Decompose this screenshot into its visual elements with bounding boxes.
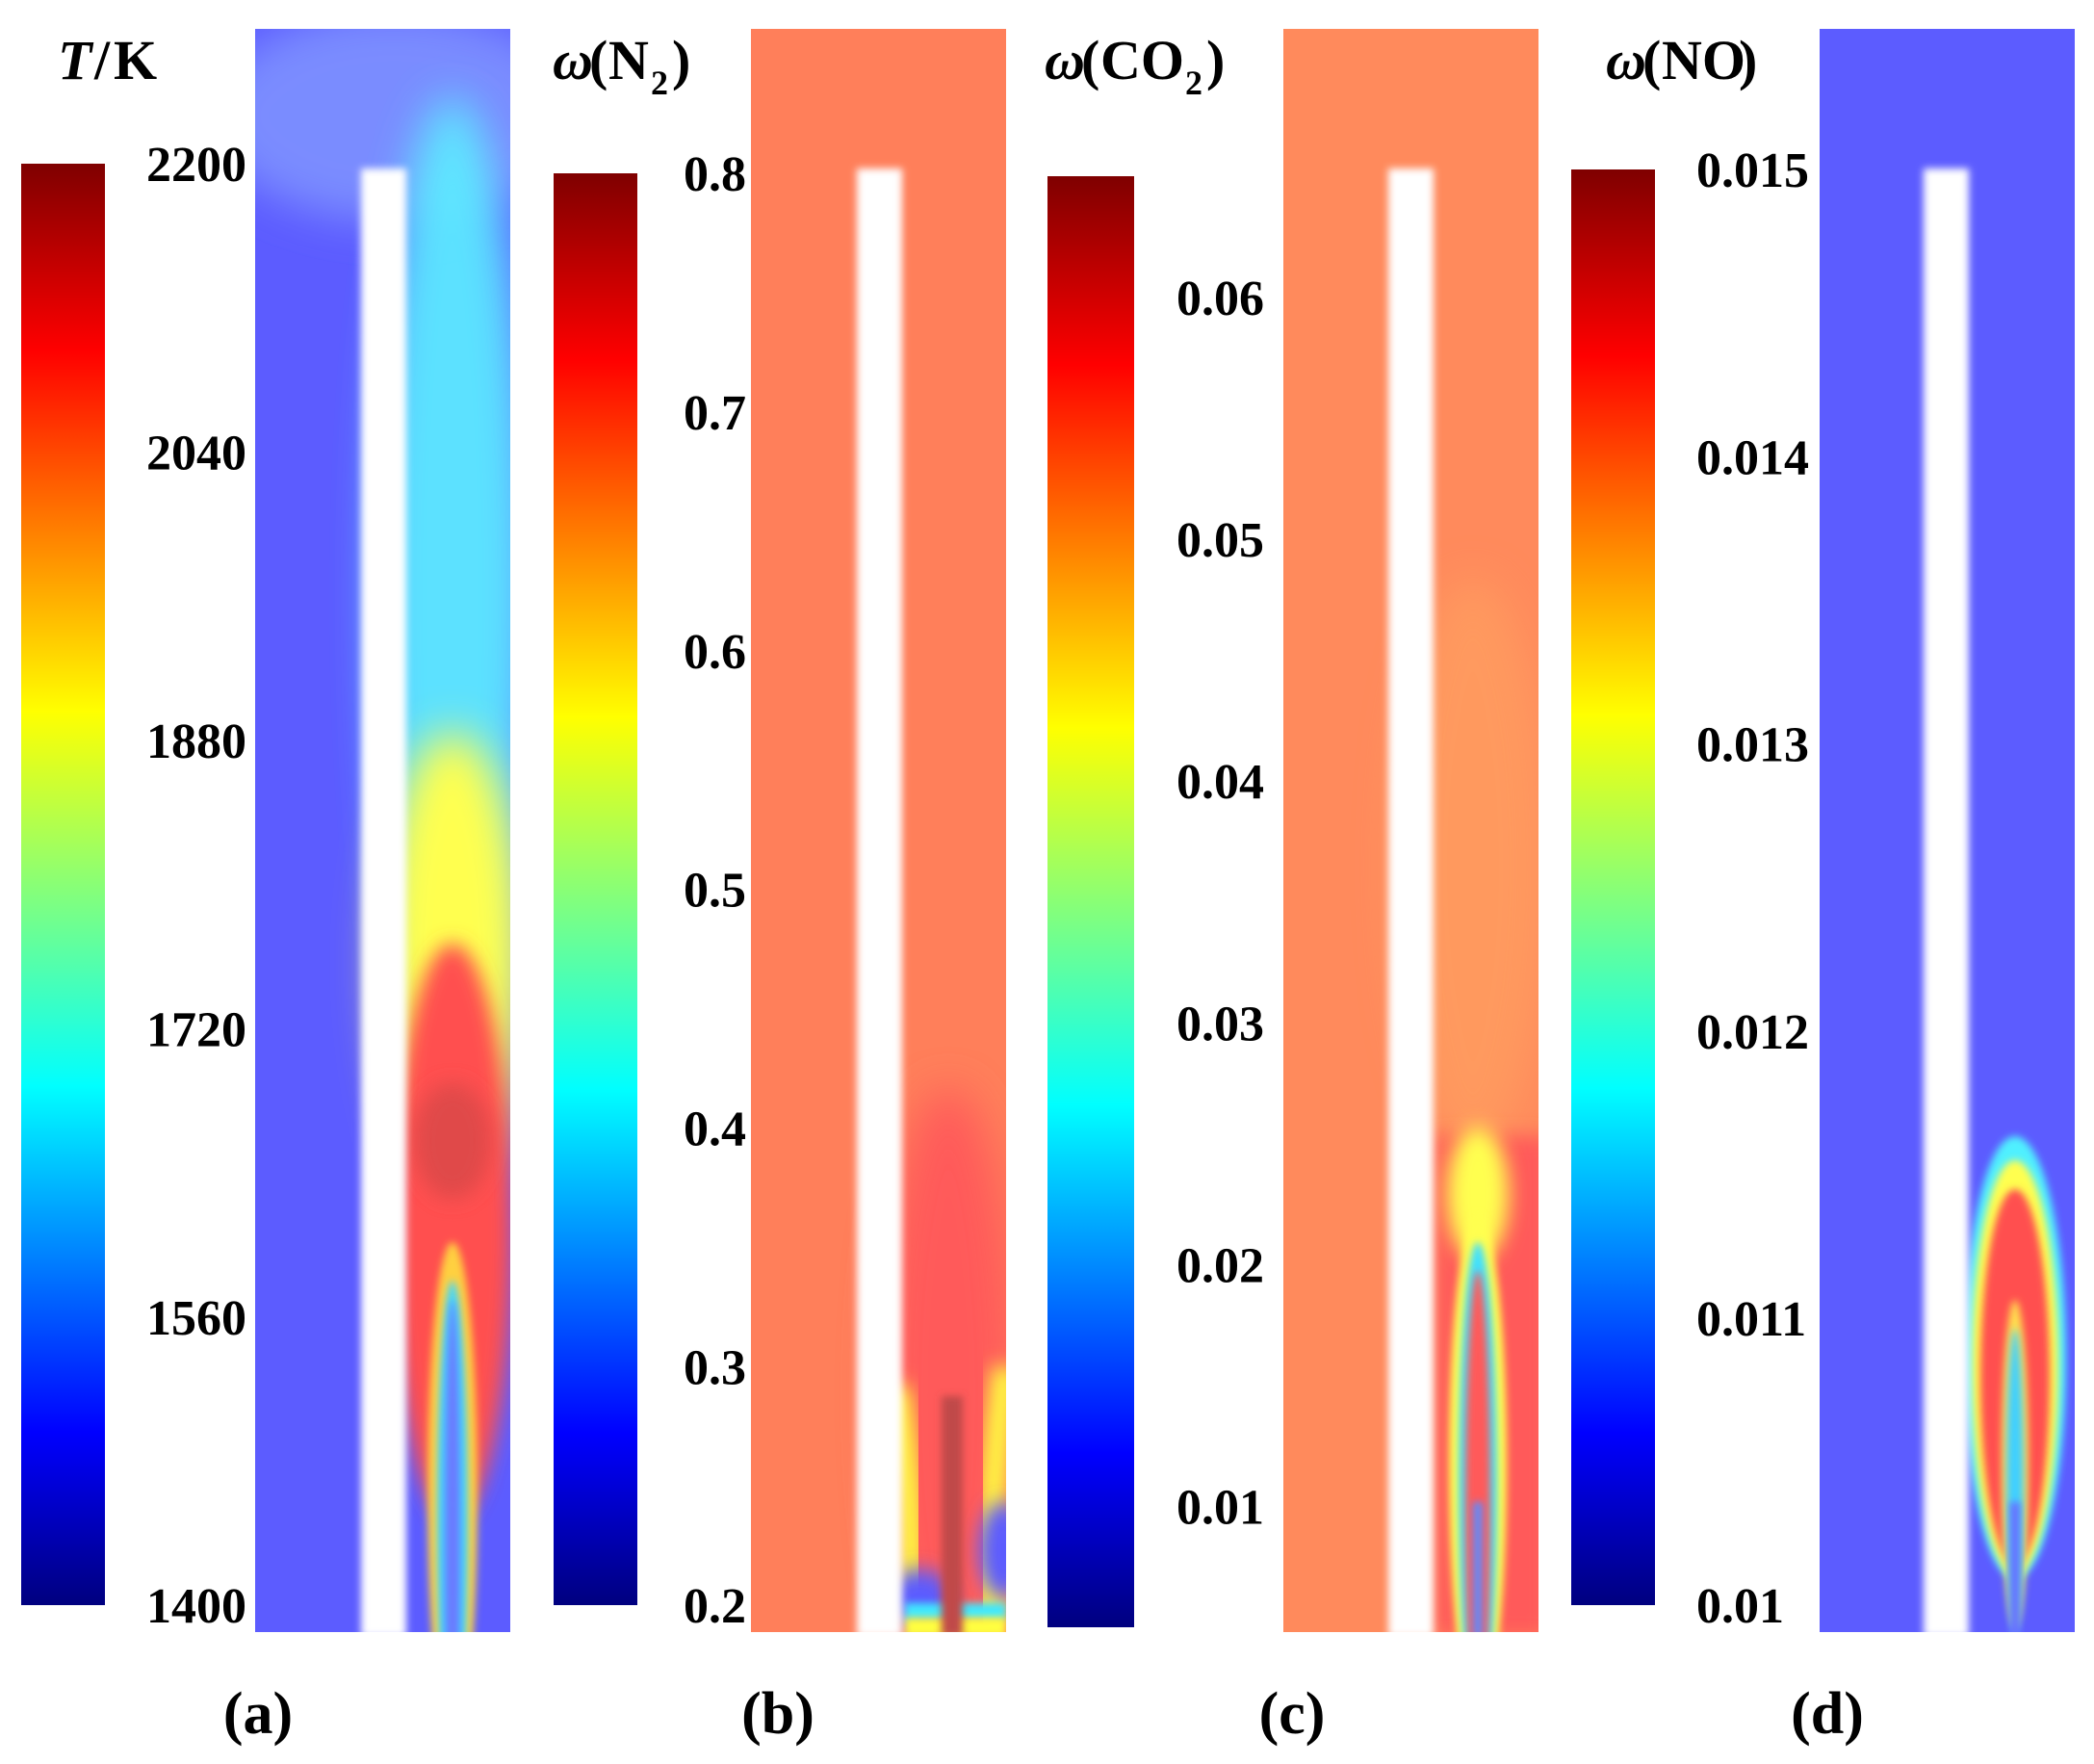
colorbar-d-ticks: 0.015 0.014 0.013 0.012 0.011 0.01 xyxy=(1696,143,1809,1634)
colorbar-tick-label: 1400 xyxy=(146,1579,246,1634)
title-b-paren-open: ( xyxy=(589,29,608,91)
colorbar-c xyxy=(1047,176,1134,1627)
colorbar-tick-label: 0.7 xyxy=(684,386,746,441)
title-c-paren-close: ) xyxy=(1206,29,1225,91)
contour-plot-d xyxy=(1820,29,2075,1632)
title-d-paren-close: ) xyxy=(1739,29,1757,91)
plot-c-red-inner xyxy=(1465,1271,1490,1632)
title-d-paren-open: ( xyxy=(1642,29,1661,91)
panel-c: ω ( CO 2 ) 0.06 0.05 0.04 0.03 0.02 0.01 (c) xyxy=(1045,29,1538,1747)
colorbar-tick-label: 1560 xyxy=(146,1291,246,1346)
colorbar-tick-label: 0.05 xyxy=(1176,513,1264,568)
colorbar-tick-label: 0.014 xyxy=(1696,430,1809,485)
plot-c-white-divider xyxy=(1388,169,1434,1632)
colorbar-d xyxy=(1571,169,1655,1605)
title-c-paren-open: ( xyxy=(1081,29,1099,91)
plot-a-hot-spot xyxy=(414,1083,491,1199)
colorbar-tick-label: 0.8 xyxy=(684,147,746,202)
colorbar-tick-label: 0.015 xyxy=(1696,143,1809,198)
panel-label-c: (c) xyxy=(1259,1681,1326,1747)
panel-a: T / K 2200 2040 1880 1720 1560 1400 (a) xyxy=(21,29,510,1747)
contour-plot-a xyxy=(255,29,510,1632)
plot-a-red-core xyxy=(393,944,510,1521)
plot-d-inner-jet xyxy=(2010,1502,2020,1632)
title-d-species: NO xyxy=(1662,29,1745,91)
colorbar-a xyxy=(21,164,105,1605)
title-a-slash: / xyxy=(93,29,111,91)
colorbar-tick-label: 1720 xyxy=(146,1002,246,1057)
title-c-species: CO xyxy=(1100,29,1184,91)
title-a-unit: K xyxy=(114,29,157,91)
panel-label-b: (b) xyxy=(741,1681,814,1747)
colorbar-tick-label: 0.06 xyxy=(1176,272,1264,326)
title-b-species: N xyxy=(608,29,649,91)
colorbar-b xyxy=(554,173,637,1605)
colorbar-tick-label: 0.2 xyxy=(684,1579,746,1634)
colorbar-tick-label: 0.01 xyxy=(1176,1481,1264,1536)
colorbar-tick-label: 0.02 xyxy=(1176,1238,1264,1293)
colorbar-tick-label: 0.6 xyxy=(684,625,746,680)
plot-b-blue-pocket-right xyxy=(979,1502,1006,1598)
colorbar-tick-label: 2200 xyxy=(146,138,246,193)
colorbar-tick-label: 0.011 xyxy=(1696,1292,1806,1347)
colorbar-tick-label: 0.03 xyxy=(1176,997,1264,1051)
panel-label-d: (d) xyxy=(1791,1681,1864,1747)
panel-label-a: (a) xyxy=(223,1681,293,1747)
plot-c-blue-inner xyxy=(1473,1502,1483,1632)
contour-plot-c xyxy=(1283,29,1538,1632)
colorbar-a-ticks: 2200 2040 1880 1720 1560 1400 xyxy=(146,138,246,1634)
colorbar-tick-label: 0.013 xyxy=(1696,718,1809,773)
colorbar-tick-label: 0.01 xyxy=(1696,1579,1784,1634)
title-b-omega: ω xyxy=(553,29,593,91)
colorbar-tick-label: 2040 xyxy=(146,427,246,481)
colorbar-tick-label: 0.012 xyxy=(1696,1005,1809,1060)
plot-a-white-divider xyxy=(361,169,406,1632)
plot-a-blue-jet xyxy=(445,1300,460,1632)
title-a-symbol: T xyxy=(58,29,94,91)
colorbar-tick-label: 0.04 xyxy=(1176,755,1264,810)
title-d-omega: ω xyxy=(1606,29,1646,91)
colorbar-tick-label: 0.5 xyxy=(684,864,746,919)
plot-c-yellow-tip xyxy=(1447,1127,1509,1261)
colorbar-tick-label: 1880 xyxy=(146,714,246,769)
contour-plot-b xyxy=(751,29,1006,1632)
plot-b-red-jet xyxy=(942,1396,963,1632)
colorbar-b-ticks: 0.8 0.7 0.6 0.5 0.4 0.3 0.2 xyxy=(684,147,746,1634)
title-b-subscript: 2 xyxy=(651,64,668,102)
colorbar-tick-label: 0.3 xyxy=(684,1340,746,1395)
colorbar-tick-label: 0.4 xyxy=(684,1102,746,1157)
colorbar-c-ticks: 0.06 0.05 0.04 0.03 0.02 0.01 xyxy=(1176,272,1264,1536)
title-c-subscript: 2 xyxy=(1185,64,1202,102)
title-c-omega: ω xyxy=(1045,29,1085,91)
panel-d: ω ( NO ) 0.015 0.014 0.013 0.012 0.011 0.01 (… xyxy=(1571,29,2075,1747)
plot-d-white-divider xyxy=(1924,169,1969,1632)
panel-b: ω ( N 2 ) 0.8 0.7 0.6 0.5 0.4 0.3 0.2 (b) xyxy=(553,29,1006,1747)
title-b-paren-close: ) xyxy=(672,29,690,91)
plot-b-white-divider xyxy=(857,169,902,1632)
